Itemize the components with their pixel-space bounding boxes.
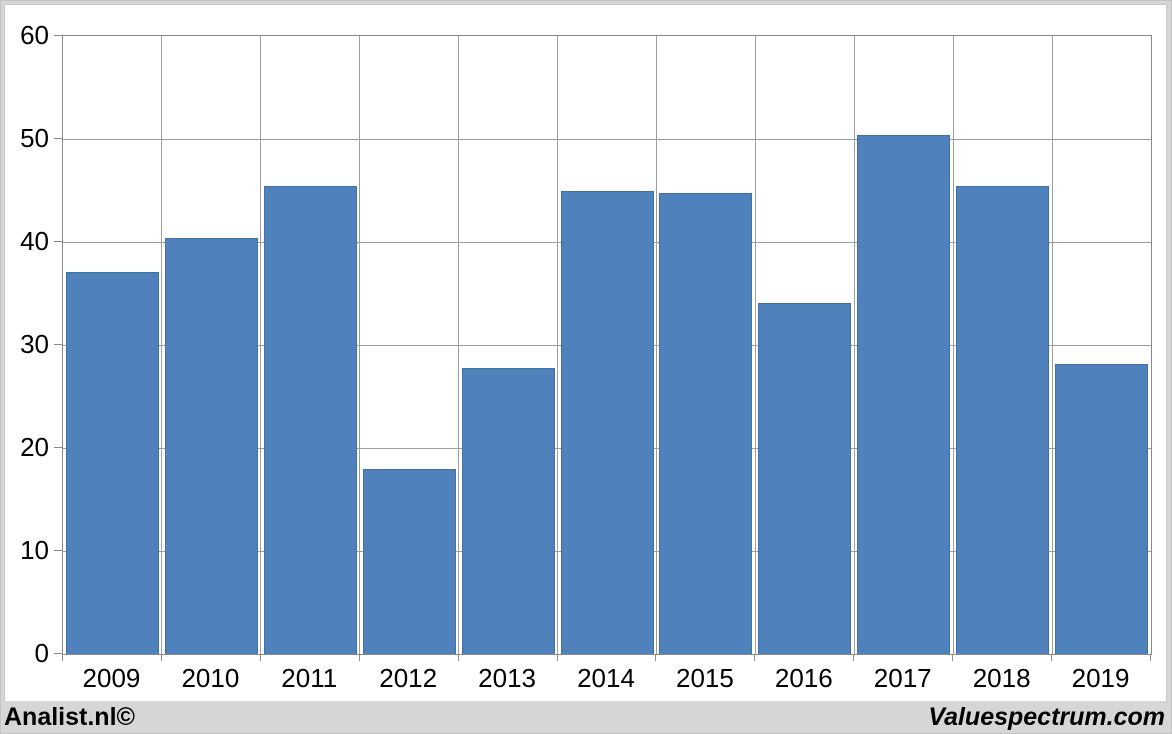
y-tick-mark [54, 137, 62, 139]
bar-2017 [857, 134, 951, 654]
chart-canvas: 0 10 20 30 40 50 60 2009 2010 2011 2012 2013 2014 201… [4, 4, 1167, 702]
x-tick-label-2019: 2019 [1071, 663, 1130, 693]
x-tick-label-2017: 2017 [873, 663, 932, 693]
x-tick-mark [1150, 654, 1151, 661]
source-analist-label: Analist.nl© [4, 703, 135, 731]
bar-2019 [1055, 363, 1149, 654]
x-tick-label-2015: 2015 [675, 663, 734, 693]
x-tick-label-2010: 2010 [181, 663, 240, 693]
x-tick-mark [952, 654, 954, 661]
gridline-v [260, 36, 262, 654]
gridline-v [853, 36, 855, 654]
bar-2013 [461, 367, 555, 654]
gridline-v [655, 36, 657, 654]
x-tick-mark [358, 654, 360, 661]
x-tick-label-2018: 2018 [972, 663, 1031, 693]
gridline-v [1051, 36, 1053, 654]
y-tick-label: 0 [34, 638, 49, 668]
x-tick-mark [853, 654, 855, 661]
y-tick-mark [54, 446, 62, 448]
bar-2015 [659, 192, 753, 654]
y-tick-mark [54, 343, 62, 345]
x-tick-mark [259, 654, 261, 661]
gridline-v [161, 36, 163, 654]
bar-2018 [956, 186, 1050, 654]
x-tick-mark [457, 654, 459, 661]
x-tick-label-2014: 2014 [577, 663, 635, 693]
bar-2016 [758, 302, 852, 654]
gridline-v [754, 36, 756, 654]
x-tick-label-2016: 2016 [774, 663, 833, 693]
bar-2011 [263, 186, 357, 654]
y-tick-label: 40 [20, 226, 49, 256]
x-tick-mark [754, 654, 756, 661]
x-tick-label-2012: 2012 [379, 663, 438, 693]
bar-2010 [164, 237, 258, 654]
bar-2009 [65, 271, 159, 654]
gridline-v [458, 36, 460, 654]
x-tick-mark [62, 654, 63, 661]
gridline-v [359, 36, 361, 654]
y-tick-mark [54, 34, 62, 36]
x-tick-mark [1051, 654, 1053, 661]
x-tick-mark [160, 654, 162, 661]
gridline-v [952, 36, 954, 654]
footer-bar: Analist.nl© Valuespectrum.com [1, 701, 1171, 733]
y-tick-mark [54, 549, 62, 551]
bar-2014 [560, 190, 654, 654]
x-tick-mark [556, 654, 558, 661]
y-tick-mark [54, 240, 62, 242]
y-tick-label: 30 [20, 329, 49, 359]
bar-2012 [362, 468, 456, 654]
gridline-h [63, 138, 1151, 140]
x-tick-label-2011: 2011 [281, 663, 338, 693]
y-tick-label: 10 [20, 535, 49, 565]
gridline-v [557, 36, 559, 654]
y-tick-label: 50 [20, 123, 49, 153]
y-tick-label: 20 [20, 432, 49, 462]
plot-area [62, 35, 1152, 655]
source-valuespectrum-label: Valuespectrum.com [928, 703, 1165, 731]
x-tick-mark [655, 654, 657, 661]
y-tick-label: 60 [20, 20, 49, 50]
x-tick-label-2009: 2009 [82, 663, 141, 693]
y-tick-mark [54, 652, 62, 654]
x-tick-label-2013: 2013 [478, 663, 536, 693]
